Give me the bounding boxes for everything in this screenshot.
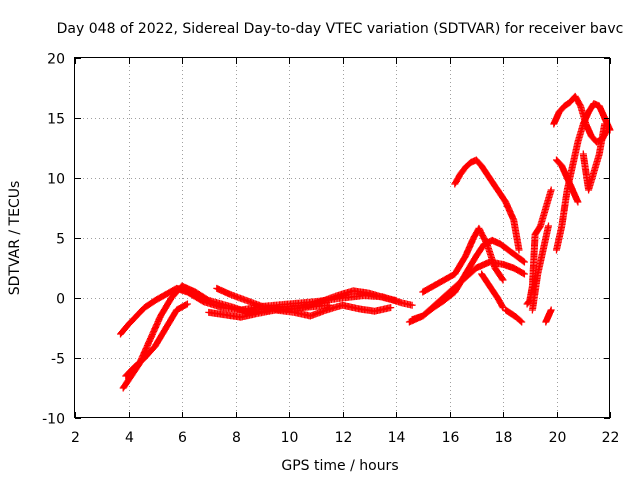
x-tick-label: 12 [335,430,353,446]
series-sat-g [419,224,507,296]
series-markers [478,270,507,312]
series-markers [502,306,526,326]
x-tick-label: 6 [178,430,187,446]
series-markers [579,120,609,194]
series-sat-m [528,222,552,314]
y-axis-label: SDTVAR / TECUs [7,181,23,296]
y-tick-label: -10 [42,412,65,428]
y-tick-label: 0 [56,292,65,308]
x-tick-label: 2 [71,430,80,446]
series-sat-e [205,301,395,321]
series-sat-p [553,100,614,254]
y-tick-label: -5 [51,352,65,368]
x-tick-label: 10 [281,430,299,446]
chart-title: Day 048 of 2022, Sidereal Day-to-day VTE… [57,21,624,37]
x-tick-label: 20 [549,430,567,446]
x-tick-label: 16 [442,430,460,446]
series-markers [553,100,614,254]
series-sat-q [553,156,582,206]
y-tick-label: 15 [47,112,65,128]
series-markers [205,301,395,321]
x-tick-label: 14 [388,430,406,446]
series-sat-l [523,186,555,308]
x-tick-label: 4 [125,430,134,446]
series-markers [405,258,528,326]
series-sat-h [405,258,528,326]
series-markers [419,224,507,296]
axis-ticks: 2 4 6 8 10 12 14 16 18 20 22 -10 -5 0 5 10 15 20 [42,52,619,447]
y-tick-label: 5 [56,232,65,248]
x-axis-label: GPS time / hours [281,458,398,474]
series-markers [122,300,191,380]
x-tick-label: 8 [232,430,241,446]
y-tick-label: 20 [47,52,65,68]
series-sat-r [579,120,609,194]
series-sat-k [502,306,526,326]
x-tick-label: 18 [495,430,513,446]
series-markers [451,156,523,254]
series-markers [553,156,582,206]
series-sat-i [451,156,523,254]
series-sat-j [478,270,507,312]
series-markers [542,306,555,326]
series-sat-c [122,300,191,380]
plot-frame [74,57,610,418]
x-tick-label: 22 [602,430,620,446]
data-points [117,92,614,392]
y-tick-label: 10 [47,172,65,188]
series-markers [523,186,555,308]
series-sat-n [542,306,555,326]
series-markers [528,222,552,314]
grid [75,58,610,418]
